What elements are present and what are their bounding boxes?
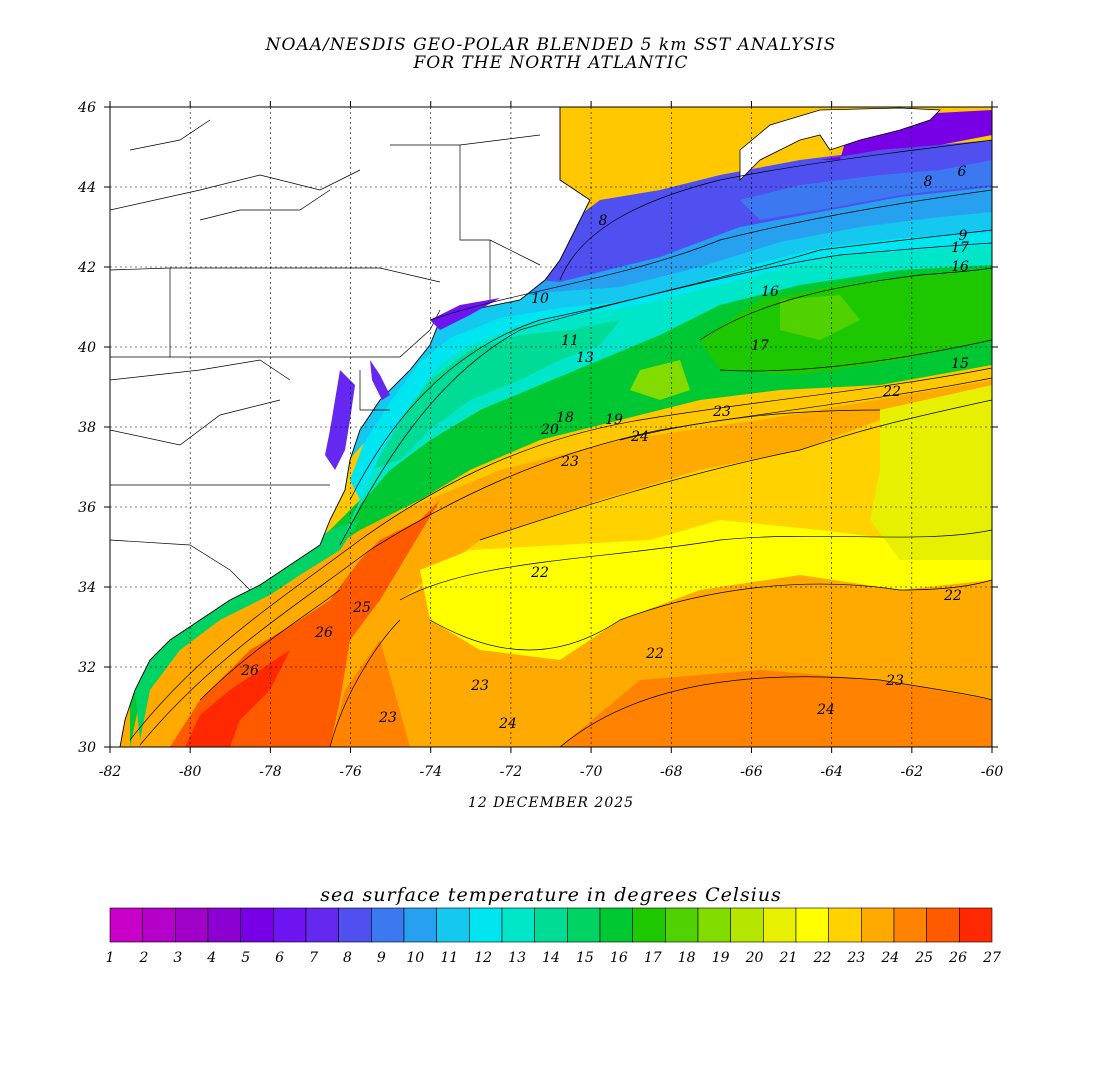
lat-tick-label: 42 (77, 260, 96, 276)
lat-tick-label: 32 (78, 660, 96, 676)
sst-zone-16 (130, 260, 992, 747)
chart-subtitle: FOR THE NORTH ATLANTIC (413, 53, 689, 73)
contour-label: 22 (943, 588, 962, 604)
lon-tick-label: -74 (419, 764, 442, 780)
contour-label: 26 (240, 663, 259, 679)
contour-label: 23 (885, 673, 904, 689)
lon-tick-label: -62 (901, 764, 924, 780)
analysis-date: 12 DECEMBER 2025 (467, 795, 635, 811)
sst-zone-7 (740, 160, 992, 220)
lat-tick-label: 44 (77, 180, 96, 196)
contour-label: 24 (816, 702, 835, 718)
contour-label: 8 (599, 213, 608, 229)
lon-tick-label: -78 (259, 764, 282, 780)
land-nova-scotia (739, 107, 941, 181)
contour-label: 10 (531, 291, 549, 307)
delaware-bay (370, 360, 390, 400)
contour-label: 23 (712, 404, 731, 420)
contour-label: 23 (560, 454, 579, 470)
lon-tick-label: -64 (820, 764, 843, 780)
lon-tick-label: -66 (740, 764, 763, 780)
long-island-sound (430, 298, 500, 330)
contour-label: 25 (352, 600, 371, 616)
contour-label: 8 (924, 174, 933, 190)
lon-tick-label: -70 (580, 764, 603, 780)
sst-zone-14 (370, 320, 620, 470)
lon-tick-label: -60 (981, 764, 1004, 780)
sst-zone-21 (870, 385, 992, 560)
contour-label: 18 (556, 410, 574, 426)
chesapeake-bay (325, 370, 355, 470)
contour-lines (129, 139, 992, 747)
contour-label: 23 (470, 678, 489, 694)
contour-label: 17 (751, 338, 769, 354)
contour-label: 9 (959, 228, 968, 244)
contour-label: 22 (645, 646, 664, 662)
sst-zone-25a (330, 640, 410, 747)
chart-title: NOAA/NESDIS GEO-POLAR BLENDED 5 km SST A… (265, 35, 837, 55)
contour-label: 13 (576, 350, 594, 366)
contour-label: 17 (951, 240, 969, 256)
contour-label: 19 (605, 412, 623, 428)
contour-label: 15 (951, 356, 969, 372)
lat-tick-label: 38 (78, 420, 96, 436)
contour-label: 16 (951, 259, 969, 275)
contour-label: 20 (540, 422, 559, 438)
sst-zone-19 (630, 360, 690, 400)
graticule (110, 107, 992, 747)
lat-tick-label: 36 (78, 500, 96, 516)
contour-label: 26 (314, 625, 333, 641)
lon-tick-label: -76 (339, 764, 362, 780)
contour-label: 22 (882, 384, 901, 400)
sst-zone-27 (185, 650, 290, 747)
lon-tick-label: -72 (500, 764, 523, 780)
sst-zone-18 (780, 295, 860, 340)
contour-label: 16 (761, 284, 779, 300)
contour-label: 23 (378, 710, 397, 726)
sst-zone-9 (430, 185, 992, 322)
lat-tick-label: 40 (77, 340, 96, 356)
lat-tick-label: 46 (77, 100, 96, 116)
lon-tick-label: -82 (99, 764, 122, 780)
sst-zone-11 (340, 210, 992, 470)
sst-zone-25b (560, 670, 992, 747)
contour-label: 11 (561, 333, 579, 349)
lon-tick-label: -68 (660, 764, 683, 780)
contour-label: 24 (498, 716, 517, 732)
contour-label: 22 (530, 565, 549, 581)
contour-label: 6 (958, 164, 967, 180)
lat-tick-label: 30 (78, 740, 96, 756)
sst-zone-22 (420, 520, 992, 660)
contour-label: 24 (630, 429, 649, 445)
lat-tick-label: 34 (78, 580, 96, 596)
state-borders (110, 119, 541, 591)
axes: -82 -80 -78 -76 -74 -72 -70 -68 -66 -64 -62 -60 46 44… (77, 100, 1003, 780)
lon-tick-label: -80 (179, 764, 202, 780)
colorbar-title: sea surface temperature in degrees Celsi… (320, 884, 782, 906)
